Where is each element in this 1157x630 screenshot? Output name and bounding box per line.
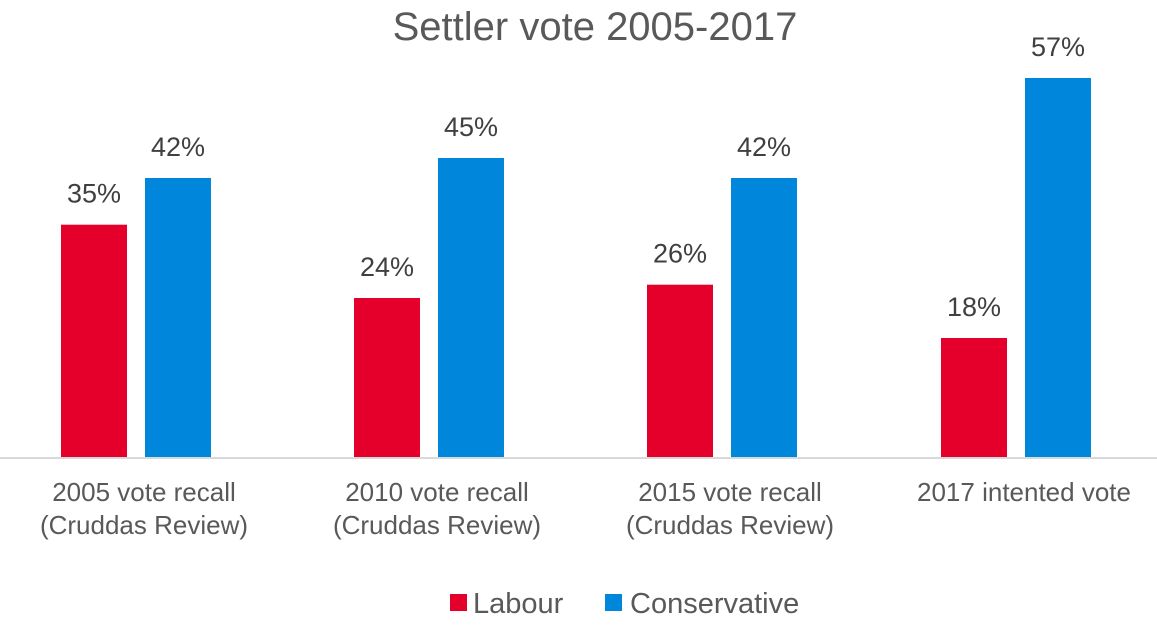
data-label-conservative-3: 42% [737,132,791,162]
data-label-labour-1: 35% [67,179,121,209]
data-label-labour-3: 26% [653,239,707,269]
data-label-labour-2: 24% [360,252,414,282]
legend: Labour Conservative [450,588,799,620]
bar-labour-1 [61,224,127,458]
category-label-2-line-1: 2010 vote recall [345,477,529,507]
legend-label-conservative: Conservative [630,588,799,620]
legend-swatch-conservative [605,594,622,611]
data-label-conservative-2: 45% [444,112,498,142]
category-label-3-line-2: (Cruddas Review) [626,510,834,540]
bar-labour-2 [354,298,420,458]
category-label-1-line-1: 2005 vote recall [52,477,236,507]
bar-conservative-3 [731,178,797,458]
data-label-conservative-1: 42% [151,132,205,162]
category-labels-group: 2005 vote recall(Cruddas Review)2010 vot… [40,477,1131,540]
data-label-labour-4: 18% [947,292,1001,322]
data-label-conservative-4: 57% [1031,32,1085,62]
bar-conservative-2 [438,158,504,458]
chart-title: Settler vote 2005-2017 [393,5,798,49]
category-label-1-line-2: (Cruddas Review) [40,510,248,540]
category-label-2-line-2: (Cruddas Review) [333,510,541,540]
bar-labour-3 [647,284,713,458]
bar-conservative-1 [145,178,211,458]
bar-labour-4 [941,338,1007,458]
legend-label-labour: Labour [473,588,564,620]
bars-group [61,78,1091,458]
bar-conservative-4 [1025,78,1091,458]
data-labels-group: 35% 24% 26% 18% 42% 45% 42% 57% [67,32,1085,322]
category-label-3-line-1: 2015 vote recall [638,477,822,507]
category-label-4-line-1: 2017 intented vote [917,477,1131,507]
legend-swatch-labour [450,594,467,611]
